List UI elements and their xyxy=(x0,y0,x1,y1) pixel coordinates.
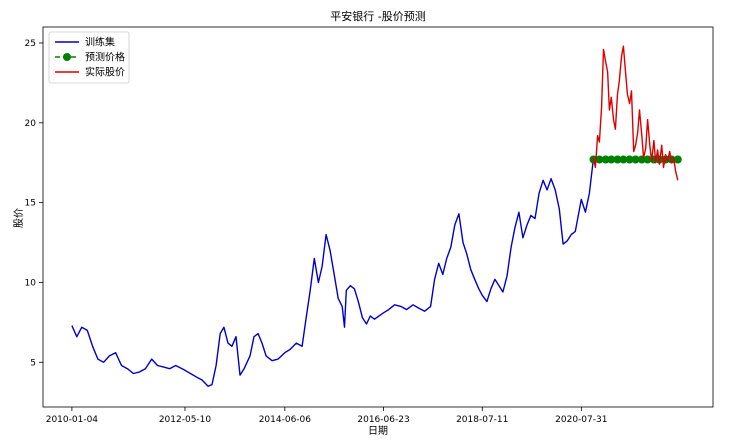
series-2-marker-10 xyxy=(643,155,652,164)
series-2-marker-6 xyxy=(619,155,628,164)
axes: 2010-01-04 2012-05-10 2014-06-06 2016-06-23… xyxy=(25,26,714,425)
legend-label-2: 预测价格 xyxy=(85,51,125,64)
legend-marker-2 xyxy=(63,53,71,61)
x-tick-label-2: 2012-05-10 xyxy=(159,415,212,425)
series-3-line xyxy=(592,45,679,181)
x-tick-label-1: 2010-01-04 xyxy=(46,415,99,425)
x-tick-label-3: 2014-06-06 xyxy=(259,415,312,425)
series-2-marker-15 xyxy=(673,155,682,164)
x-tick-label-5: 2018-07-11 xyxy=(456,415,508,425)
chart-title: 平安银行 -股价预测 xyxy=(330,9,425,23)
y-tick-label-1: 5 xyxy=(30,358,36,368)
x-tick-label-6: 2020-07-31 xyxy=(555,415,607,425)
x-axis-label: 日期 xyxy=(368,425,388,437)
y-axis-label: 股价 xyxy=(13,208,25,228)
series-1-line xyxy=(71,157,595,387)
series-2-marker-2 xyxy=(595,155,604,164)
y-tick-label-2: 10 xyxy=(25,278,37,288)
series-2-marker-4 xyxy=(607,155,616,164)
y-tick-label-5: 25 xyxy=(25,39,36,49)
series-2-marker-3 xyxy=(601,155,610,164)
legend-label-1: 训练集 xyxy=(85,36,115,49)
series-2-marker-7 xyxy=(625,155,634,164)
y-tick-label-3: 15 xyxy=(25,199,36,209)
series-2-marker-8 xyxy=(631,155,640,164)
series-2-marker-5 xyxy=(613,155,622,164)
plot-area xyxy=(71,45,682,387)
y-tick-label-4: 20 xyxy=(25,119,37,129)
x-tick-label-4: 2016-06-23 xyxy=(357,415,409,425)
legend-label-3: 实际股价 xyxy=(85,66,125,79)
axes-frame xyxy=(42,26,714,408)
legend-box xyxy=(48,31,130,84)
